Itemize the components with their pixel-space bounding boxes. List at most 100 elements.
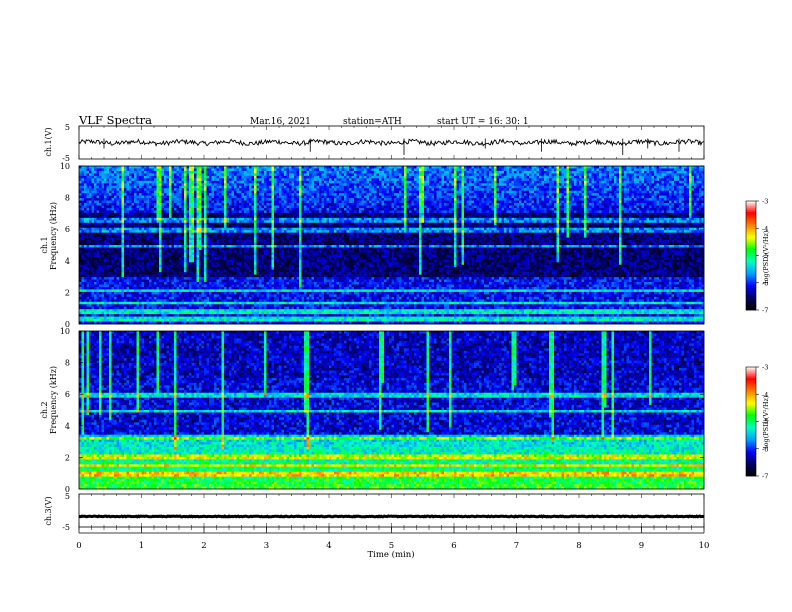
heatmap-cell (112, 208, 115, 211)
heatmap-cell (87, 176, 90, 179)
heatmap-cell (82, 265, 85, 268)
heatmap-cell (89, 272, 92, 275)
heatmap-cell (84, 215, 87, 218)
heatmap-cell (102, 282, 105, 285)
heatmap-cell (89, 255, 92, 258)
heatmap-cell (94, 309, 97, 312)
heatmap-cell (107, 240, 110, 243)
heatmap-cell (122, 178, 125, 181)
heatmap-cell (94, 285, 97, 288)
heatmap-cell (119, 307, 122, 310)
heatmap-cell (82, 230, 85, 233)
heatmap-cell (84, 196, 87, 199)
heatmap-cell (99, 299, 102, 302)
heatmap-cell (94, 302, 97, 305)
heatmap-cell (114, 289, 117, 292)
heatmap-cell (79, 178, 82, 181)
heatmap-cell (122, 166, 125, 169)
heatmap-cell (97, 287, 100, 290)
heatmap-cell (97, 270, 100, 273)
heatmap-cell (97, 240, 100, 243)
heatmap-cell (117, 238, 120, 241)
heatmap-cell (109, 240, 112, 243)
heatmap-cell (89, 233, 92, 236)
heatmap-cell (112, 302, 115, 305)
heatmap-cell (89, 230, 92, 233)
heatmap-cell (119, 213, 122, 216)
heatmap-cell (84, 314, 87, 317)
heatmap-cell (92, 270, 95, 273)
heatmap-cell (84, 307, 87, 310)
heatmap-cell (79, 181, 82, 184)
heatmap-cell (104, 166, 107, 169)
heatmap-cell (109, 304, 112, 307)
heatmap-cell (89, 193, 92, 196)
heatmap-cell (112, 218, 115, 221)
heatmap-cell (107, 193, 110, 196)
heatmap-cell (104, 265, 107, 268)
heatmap-cell (107, 275, 110, 278)
heatmap-cell (109, 235, 112, 238)
heatmap-cell (89, 287, 92, 290)
heatmap-cell (109, 314, 112, 317)
heatmap-cell (84, 228, 87, 231)
heatmap-cell (109, 243, 112, 246)
heatmap-cell (119, 233, 122, 236)
heatmap-cell (87, 171, 90, 174)
heatmap-cell (99, 183, 102, 186)
heatmap-cell (97, 198, 100, 201)
heatmap-cell (92, 257, 95, 260)
heatmap-cell (89, 294, 92, 297)
heatmap-cell (117, 218, 120, 221)
heatmap-cell (109, 285, 112, 288)
heatmap-cell (99, 181, 102, 184)
heatmap-cell (99, 250, 102, 253)
heatmap-cell (82, 188, 85, 191)
heatmap-cell (82, 302, 85, 305)
heatmap-cell (92, 319, 95, 322)
heatmap-cell (84, 208, 87, 211)
heatmap-cell (104, 240, 107, 243)
heatmap-cell (82, 304, 85, 307)
heatmap-cell (84, 235, 87, 238)
heatmap-cell (102, 292, 105, 295)
heatmap-cell (87, 255, 90, 258)
heatmap-cell (87, 215, 90, 218)
heatmap-cell (94, 183, 97, 186)
heatmap-cell (87, 307, 90, 310)
heatmap-cell (109, 171, 112, 174)
heatmap-cell (89, 282, 92, 285)
heatmap-cell (117, 275, 120, 278)
heatmap-cell (92, 265, 95, 268)
heatmap-cell (79, 220, 82, 223)
heatmap-cell (117, 191, 120, 194)
heatmap-cell (84, 267, 87, 270)
heatmap-cell (107, 292, 110, 295)
heatmap-cell (119, 282, 122, 285)
heatmap-cell (117, 297, 120, 300)
heatmap-cell (79, 309, 82, 312)
heatmap-cell (89, 292, 92, 295)
heatmap-cell (79, 312, 82, 315)
heatmap-cell (109, 166, 112, 169)
heatmap-cell (84, 243, 87, 246)
heatmap-cell (99, 282, 102, 285)
heatmap-cell (82, 206, 85, 209)
heatmap-cell (79, 289, 82, 292)
heatmap-cell (109, 210, 112, 213)
heatmap-cell (92, 235, 95, 238)
heatmap-cell (102, 193, 105, 196)
heatmap-cell (97, 168, 100, 171)
heatmap-cell (82, 173, 85, 176)
heatmap-cell (89, 166, 92, 169)
heatmap-cell (114, 319, 117, 322)
heatmap-cell (107, 289, 110, 292)
heatmap-cell (92, 206, 95, 209)
heatmap-cell (107, 282, 110, 285)
heatmap-cell (87, 314, 90, 317)
heatmap-cell (99, 213, 102, 216)
heatmap-cell (97, 235, 100, 238)
heatmap-cell (109, 208, 112, 211)
heatmap-cell (87, 289, 90, 292)
heatmap-cell (114, 210, 117, 213)
